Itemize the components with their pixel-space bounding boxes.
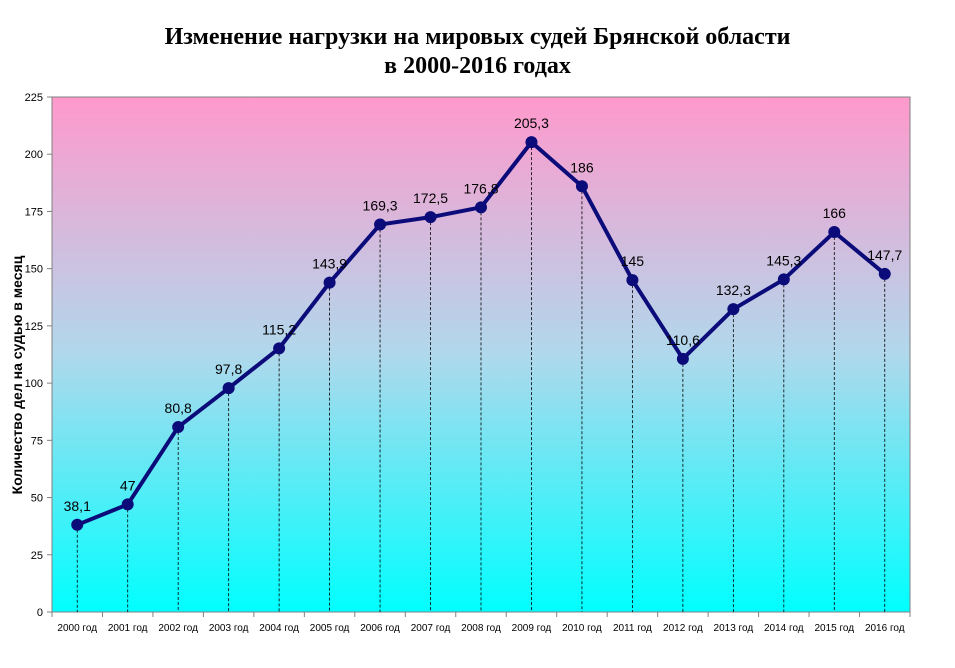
data-label: 166 — [823, 205, 847, 221]
y-axis-label: Количество дел на судью в месяц — [9, 255, 25, 494]
data-point — [71, 518, 84, 531]
data-label: 169,3 — [363, 197, 398, 213]
data-label: 115,2 — [262, 321, 296, 337]
x-tick-label: 2005 год — [310, 623, 350, 634]
data-point — [828, 226, 841, 239]
data-point — [121, 498, 134, 511]
data-point — [273, 342, 286, 355]
x-tick-label: 2001 год — [108, 623, 148, 634]
x-tick-label: 2015 год — [814, 623, 854, 634]
y-tick-label: 0 — [37, 607, 43, 619]
data-label: 38,1 — [64, 498, 91, 514]
x-tick-label: 2000 год — [57, 623, 97, 634]
x-tick-label: 2013 год — [714, 623, 754, 634]
data-label: 147,7 — [867, 247, 902, 263]
y-tick-label: 200 — [25, 149, 43, 161]
data-point — [222, 382, 235, 395]
data-point — [475, 201, 487, 214]
x-tick-label: 2008 год — [461, 623, 501, 634]
x-tick-label: 2009 год — [512, 623, 552, 634]
data-label: 47 — [120, 477, 136, 493]
y-tick-label: 50 — [31, 493, 43, 505]
data-label: 172,5 — [413, 190, 448, 206]
x-tick-label: 2004 год — [259, 623, 299, 634]
data-point — [424, 211, 437, 224]
y-tick-label: 150 — [25, 264, 43, 276]
data-point — [676, 352, 689, 365]
data-point — [727, 303, 740, 316]
x-tick-label: 2016 год — [865, 623, 905, 634]
x-tick-label: 2012 год — [663, 623, 703, 634]
data-label: 97,8 — [215, 361, 242, 377]
x-tick-label: 2003 год — [209, 623, 249, 634]
chart-title-line2: в 2000-2016 годах — [384, 53, 571, 79]
data-label: 205,3 — [514, 115, 549, 131]
y-tick-label: 225 — [25, 92, 43, 104]
y-tick-label: 175 — [25, 206, 43, 218]
data-label: 176,8 — [463, 180, 498, 196]
data-point — [777, 273, 790, 286]
data-point — [878, 267, 891, 280]
y-tick-label: 125 — [25, 321, 43, 333]
y-tick-label: 75 — [31, 435, 43, 447]
data-point — [525, 136, 538, 149]
data-label: 145 — [621, 253, 645, 269]
y-tick-label: 100 — [25, 378, 43, 390]
data-label: 132,3 — [716, 282, 751, 298]
y-tick-label: 25 — [31, 550, 43, 562]
data-point — [374, 218, 387, 231]
data-label: 145,3 — [766, 252, 801, 268]
data-label: 143,9 — [312, 256, 347, 272]
data-point — [626, 274, 639, 287]
data-label: 186 — [570, 159, 594, 175]
x-tick-label: 2010 год — [562, 623, 602, 634]
data-label: 110,6 — [666, 332, 700, 348]
data-point — [172, 421, 185, 434]
x-tick-label: 2011 год — [613, 623, 652, 634]
x-tick-label: 2002 год — [158, 623, 198, 634]
data-label: 80,8 — [165, 400, 192, 416]
chart-title-line1: Изменение нагрузки на мировых судей Брян… — [164, 24, 791, 50]
x-tick-label: 2006 год — [360, 623, 400, 634]
x-tick-label: 2014 год — [764, 623, 804, 634]
data-point — [575, 180, 588, 193]
data-point — [323, 276, 336, 289]
x-tick-label: 2007 год — [411, 623, 451, 634]
